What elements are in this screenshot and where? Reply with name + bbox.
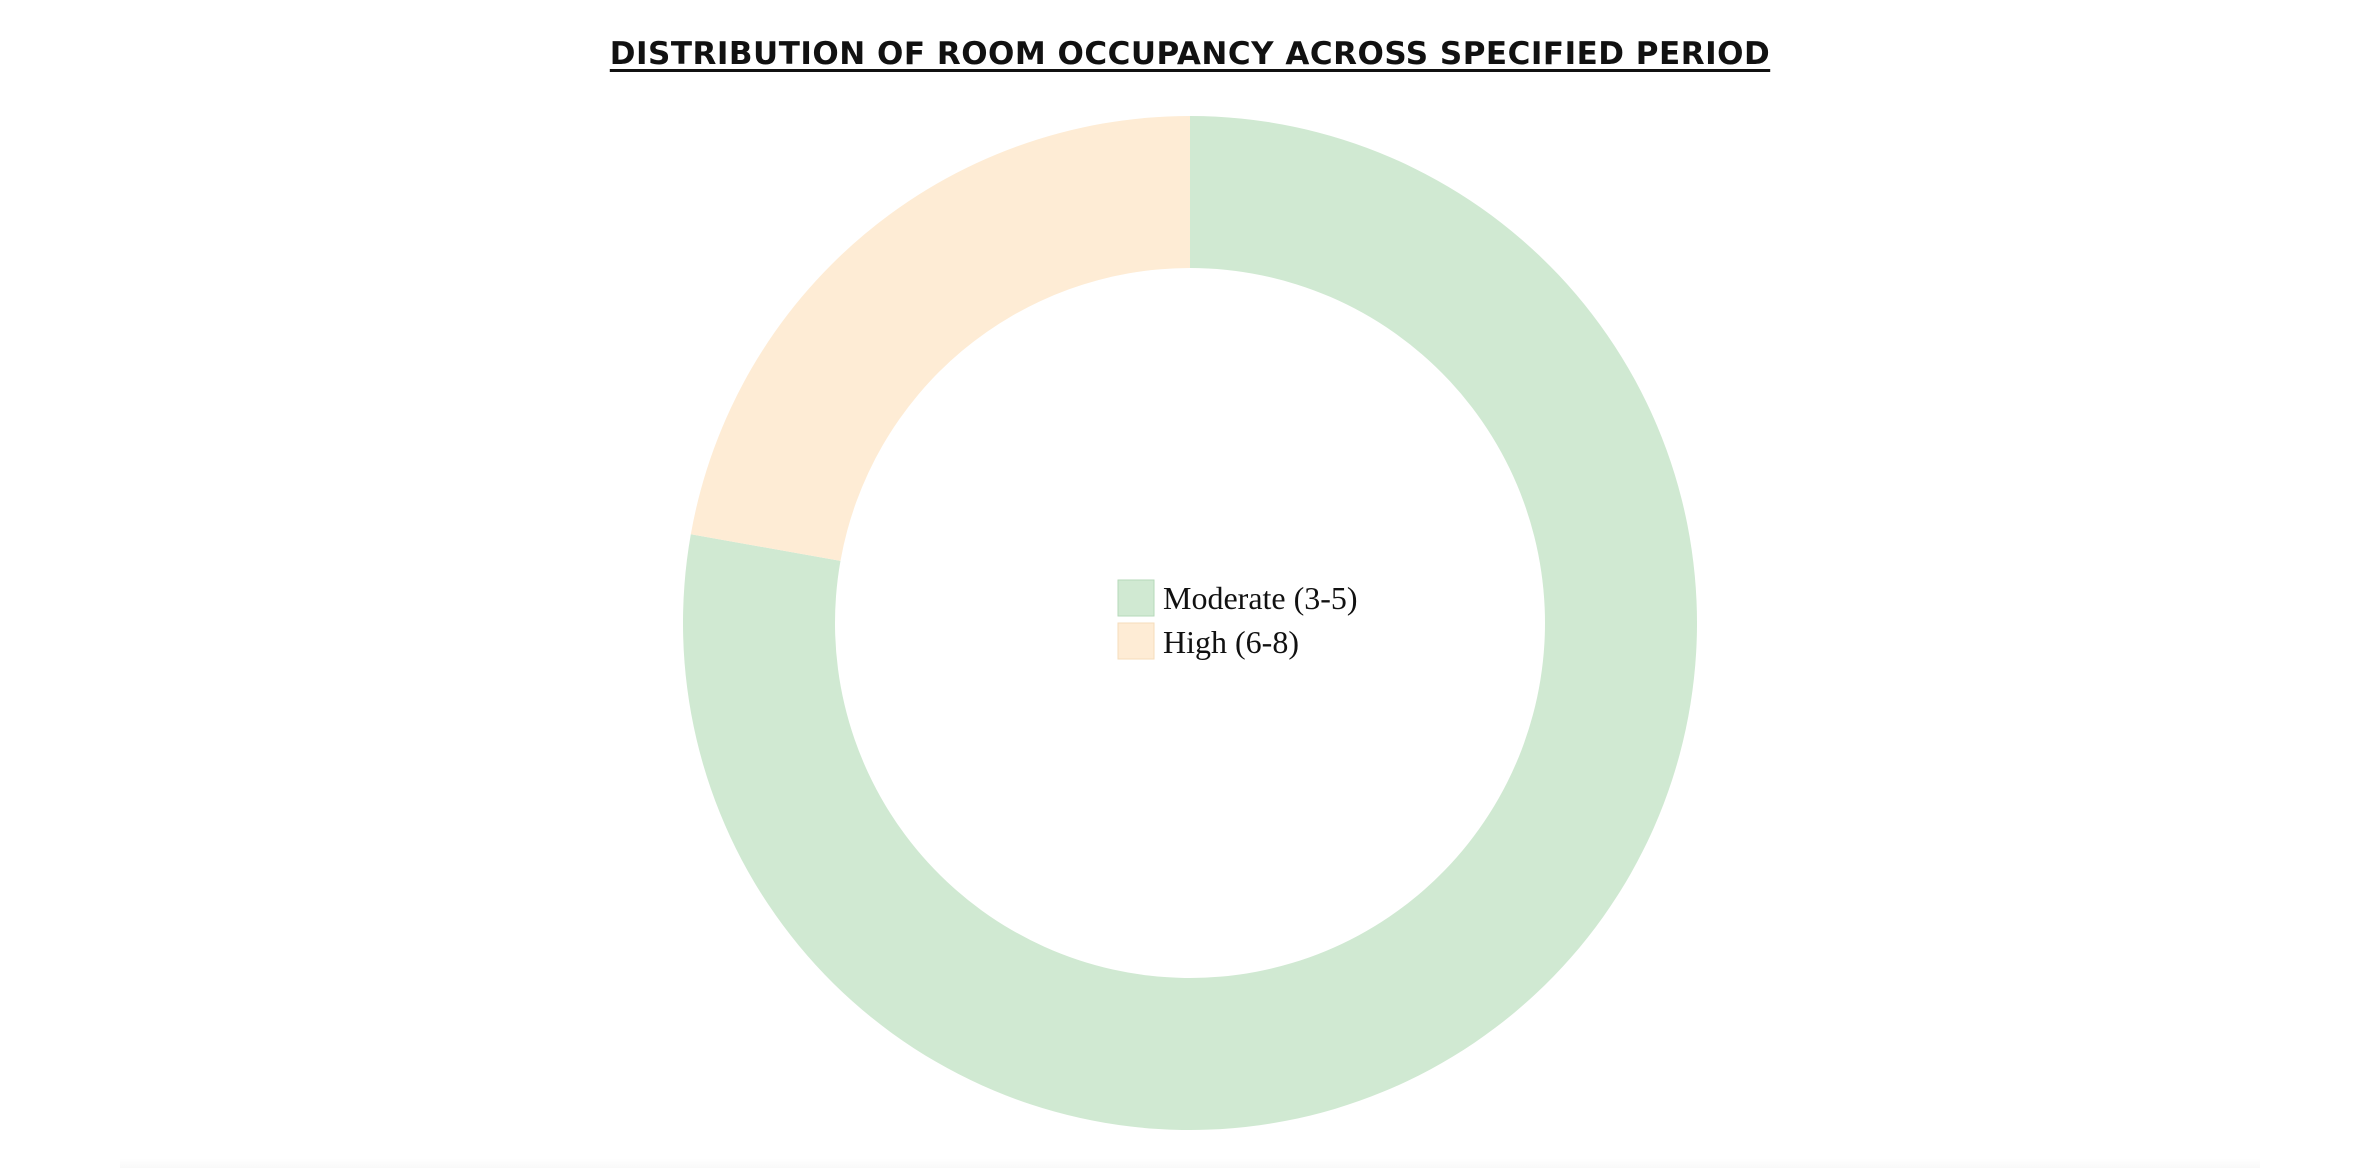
legend-swatch-high — [1117, 622, 1155, 660]
bottom-edge-shadow — [120, 1158, 2260, 1168]
slice-high-6-8 — [690, 116, 1190, 561]
legend-label-high: High (6-8) — [1163, 624, 1299, 660]
slice-moderate-3-5 — [683, 116, 1698, 1130]
legend: Moderate (3-5) High (6-8) — [1117, 579, 1358, 660]
donut-slices — [683, 116, 1698, 1130]
legend-swatch-moderate — [1117, 579, 1155, 617]
legend-label-moderate: Moderate (3-5) — [1163, 580, 1358, 616]
chart-title: DISTRIBUTION OF ROOM OCCUPANCY ACROSS SP… — [609, 36, 1771, 72]
